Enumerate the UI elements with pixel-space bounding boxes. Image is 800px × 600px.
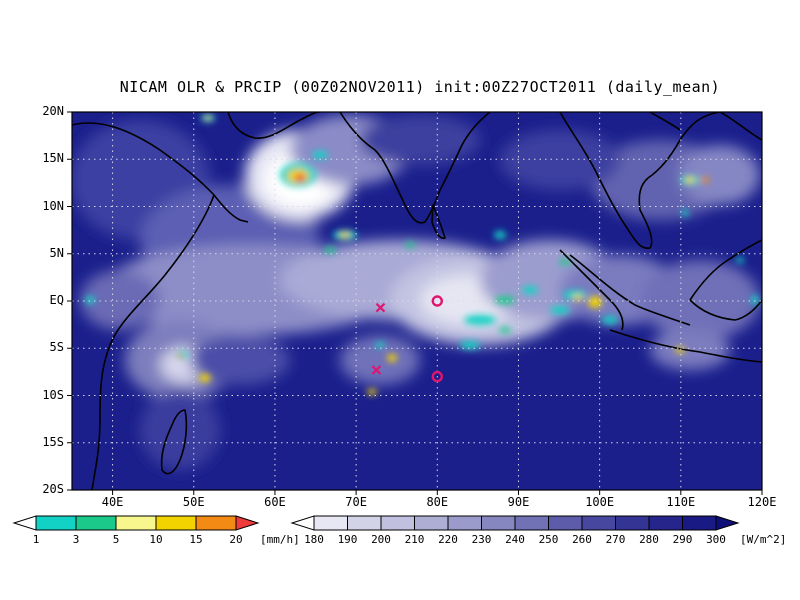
colorbar-tick-label: 280	[639, 533, 659, 546]
track-markers	[371, 295, 443, 383]
colorbar-box	[481, 515, 516, 531]
colorbar-tick-label: 200	[371, 533, 391, 546]
colorbar-box	[648, 515, 683, 531]
colorbar-tick-label: 15	[189, 533, 203, 546]
colorbar-box	[155, 515, 197, 531]
colorbar-right-triangle	[235, 515, 260, 531]
colorbar-box	[380, 515, 415, 531]
figure-title: NICAM OLR & PRCIP (00Z02NOV2011) init:00…	[119, 78, 721, 96]
colorbar-tick-label: 260	[572, 533, 592, 546]
colorbar-left-triangle	[12, 515, 37, 531]
colorbar-box	[195, 515, 237, 531]
axis-ticks	[67, 111, 763, 495]
colorbar-box	[115, 515, 157, 531]
colorbar-box	[447, 515, 482, 531]
lon-tick-label: 80E	[426, 495, 449, 509]
colorbar-tick-label: 3	[72, 533, 80, 546]
colorbar-box	[347, 515, 382, 531]
lon-tick-label: 40E	[101, 495, 124, 509]
colorbar-tick-label: 240	[505, 533, 525, 546]
colorbar-tick-label: 10	[149, 533, 163, 546]
lon-tick-label: 100E	[585, 495, 615, 509]
colorbar-box	[414, 515, 449, 531]
x-marker	[371, 365, 382, 375]
colorbar-tick-label: 290	[672, 533, 693, 546]
lat-tick-label: 10N	[42, 198, 64, 213]
colorbar-tick-label: 220	[438, 533, 458, 546]
olr-field	[72, 115, 760, 470]
lon-tick-label: 110E	[666, 495, 696, 509]
colorbar-box	[75, 515, 117, 531]
colorbar-box	[682, 515, 717, 531]
lon-tick-label: 120E	[747, 495, 777, 509]
lon-tick-label: 90E	[507, 495, 530, 509]
colorbar-tick-label: 1	[32, 533, 40, 546]
circle-marker	[431, 370, 443, 383]
colorbar-box	[313, 515, 348, 531]
colorbar-box	[514, 515, 549, 531]
colorbar-tick-label: 180	[304, 533, 324, 546]
olr-colorbar	[290, 515, 740, 531]
lon-tick-label: 50E	[182, 495, 205, 509]
circle-marker	[431, 295, 443, 307]
colorbar-unit-label: [W/m^2]	[740, 533, 787, 546]
colorbar-box	[35, 515, 77, 531]
coastlines	[72, 112, 762, 490]
lon-tick-label: 60E	[264, 495, 286, 509]
lon-tick-label: 70E	[345, 495, 367, 509]
colorbar-tick-label: 190	[337, 533, 358, 546]
colorbar-tick-label: 250	[538, 533, 559, 546]
lat-tick-label: 5N	[49, 245, 64, 260]
colorbar-tick-label: 210	[404, 533, 425, 546]
colorbar-tick-label: 20	[229, 533, 243, 546]
precip-field	[85, 114, 759, 395]
colorbar-tick-label: 5	[112, 533, 120, 546]
colorbar-left-triangle	[290, 515, 315, 531]
colorbar-tick-label: 270	[605, 533, 626, 546]
colorbar-tick-label: 230	[471, 533, 492, 546]
lat-tick-label: 15N	[42, 151, 64, 166]
precip-colorbar	[12, 515, 260, 531]
lat-tick-label: 5S	[49, 340, 64, 355]
colorbar-box	[581, 515, 616, 531]
colorbar-unit-label: [mm/h]	[260, 533, 300, 546]
lat-tick-label: 20S	[42, 482, 64, 496]
colorbar-box	[615, 515, 650, 531]
lat-tick-label: 10S	[42, 387, 64, 402]
lat-tick-label: EQ	[49, 293, 64, 307]
x-marker	[375, 302, 386, 313]
lat-tick-label: 15S	[42, 434, 64, 449]
colorbar-box	[548, 515, 583, 531]
colorbar-tick-label: 300	[706, 533, 726, 546]
colorbar-right-triangle	[715, 515, 740, 531]
lat-tick-label: 20N	[42, 104, 64, 118]
